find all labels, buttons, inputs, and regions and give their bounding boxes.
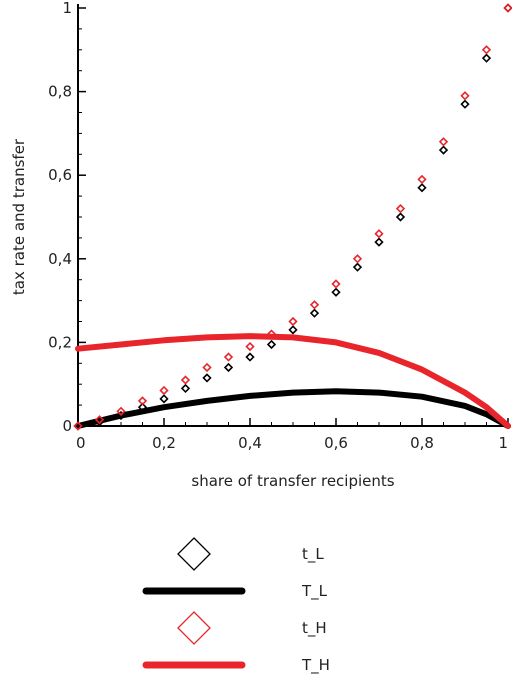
x-tick-label: 1 [498,434,508,452]
legend-label: t_L [302,545,324,564]
x-tick-label: 0,8 [410,434,434,452]
data-point [159,394,169,404]
legend-diamond-icon [177,611,211,645]
data-point [180,375,191,385]
y-tick-label: 0,8 [48,83,72,101]
data-point [352,254,363,264]
data-point [137,396,148,406]
x-ticks: 0 0,2 0,4 0,6 0,8 1 [76,418,509,452]
data-point [266,339,277,350]
legend-label: T_L [301,582,328,601]
data-point [417,183,427,193]
series-line [75,388,511,429]
data-point [331,279,341,289]
data-point [245,341,255,352]
data-point [159,385,169,396]
y-tick-label: 0,6 [48,166,72,184]
data-point [374,229,384,239]
legend-label: t_H [302,619,327,638]
x-tick-label: 0,2 [152,434,176,452]
y-ticks: 0 0,2 0,4 0,6 0,8 1 [48,0,86,435]
legend-item: T_H [142,656,330,675]
data-point [481,53,492,63]
axes: 0 0,2 0,4 0,6 0,8 1 0 0,2 0,4 0,6 0,8 1 [48,0,509,452]
data-point [331,287,341,297]
y-tick-label: 0,4 [48,250,72,268]
y-tick-label: 1 [62,0,72,17]
series-line [75,333,511,429]
data-point [202,373,212,383]
x-tick-label: 0,6 [324,434,348,452]
data-point [116,406,126,417]
data-point [460,91,470,101]
data-point [352,262,363,272]
data-point [395,212,406,222]
data-point [73,421,83,431]
data-point [503,3,512,13]
data-point [395,204,406,214]
series-t-h [73,3,512,431]
data-point [223,362,234,373]
data-point [438,137,449,147]
data-point [245,352,255,362]
y-tick-label: 0 [62,417,72,435]
y-tick-label: 0,2 [48,333,72,351]
series-t-l [73,3,512,431]
data-point [288,316,298,327]
series-t-l [75,388,511,429]
data-point [309,308,320,318]
data-point [460,99,470,109]
legend-item: t_H [177,611,327,645]
data-point [180,383,191,394]
x-tick-label: 0 [76,434,86,452]
data-point [223,352,234,362]
legend-item: t_L [177,537,324,571]
data-point [417,174,427,185]
series-t-h [75,333,511,429]
y-axis-title: tax rate and transfer [10,138,28,295]
x-tick-label: 0,4 [238,434,262,452]
data-point [288,325,298,335]
legend: t_L T_L t_H T_H [142,537,330,675]
series-layer [73,3,512,431]
data-point [309,300,320,310]
x-axis-title: share of transfer recipients [191,472,394,490]
data-point [481,45,492,55]
data-point [94,415,105,425]
legend-diamond-icon [177,537,211,571]
data-point [438,145,449,155]
data-point [202,362,212,373]
legend-item: T_L [142,582,328,601]
legend-label: T_H [301,656,330,675]
data-point [374,237,384,247]
